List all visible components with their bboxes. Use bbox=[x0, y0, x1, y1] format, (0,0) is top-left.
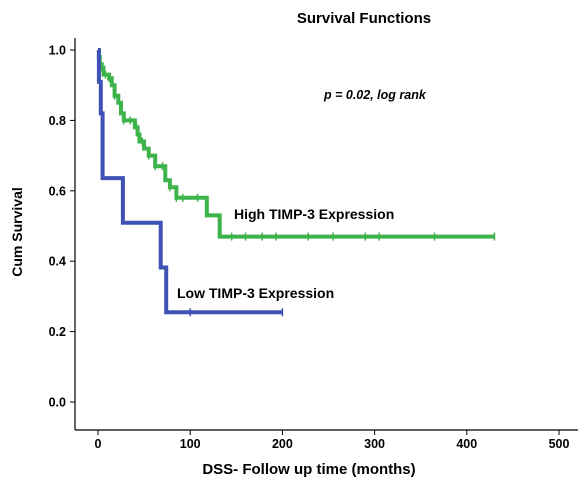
y-tick-label: 0.8 bbox=[49, 114, 66, 128]
axes bbox=[74, 38, 578, 431]
x-tick-label: 100 bbox=[180, 437, 201, 451]
p-value-annotation: p = 0.02, log rank bbox=[323, 88, 427, 102]
survival-step-line bbox=[96, 48, 283, 315]
chart-title: Survival Functions bbox=[297, 10, 431, 27]
x-ticks: 0 100 200 300 400 500 bbox=[95, 430, 570, 451]
x-tick-label: 300 bbox=[364, 437, 385, 451]
x-tick-label: 400 bbox=[456, 437, 477, 451]
x-axis-title: DSS- Follow up time (months) bbox=[202, 461, 415, 478]
x-tick-label: 0 bbox=[95, 437, 102, 451]
series-high bbox=[96, 48, 496, 241]
y-tick-label: 0.0 bbox=[49, 396, 66, 410]
series-label-low: Low TIMP-3 Expression bbox=[177, 285, 334, 301]
y-tick-label: 0.4 bbox=[49, 255, 66, 269]
series-low bbox=[96, 48, 284, 317]
series-layer bbox=[96, 48, 496, 317]
y-tick-label: 0.2 bbox=[49, 325, 66, 339]
y-tick-label: 1.0 bbox=[49, 44, 66, 58]
series-label-high: High TIMP-3 Expression bbox=[234, 206, 394, 222]
y-ticks: 0.0 0.2 0.4 0.6 0.8 1.0 bbox=[49, 44, 75, 410]
x-tick-label: 500 bbox=[549, 437, 570, 451]
y-tick-label: 0.6 bbox=[49, 184, 66, 198]
x-tick-label: 200 bbox=[272, 437, 293, 451]
y-axis-title: Cum Survival bbox=[9, 187, 25, 276]
